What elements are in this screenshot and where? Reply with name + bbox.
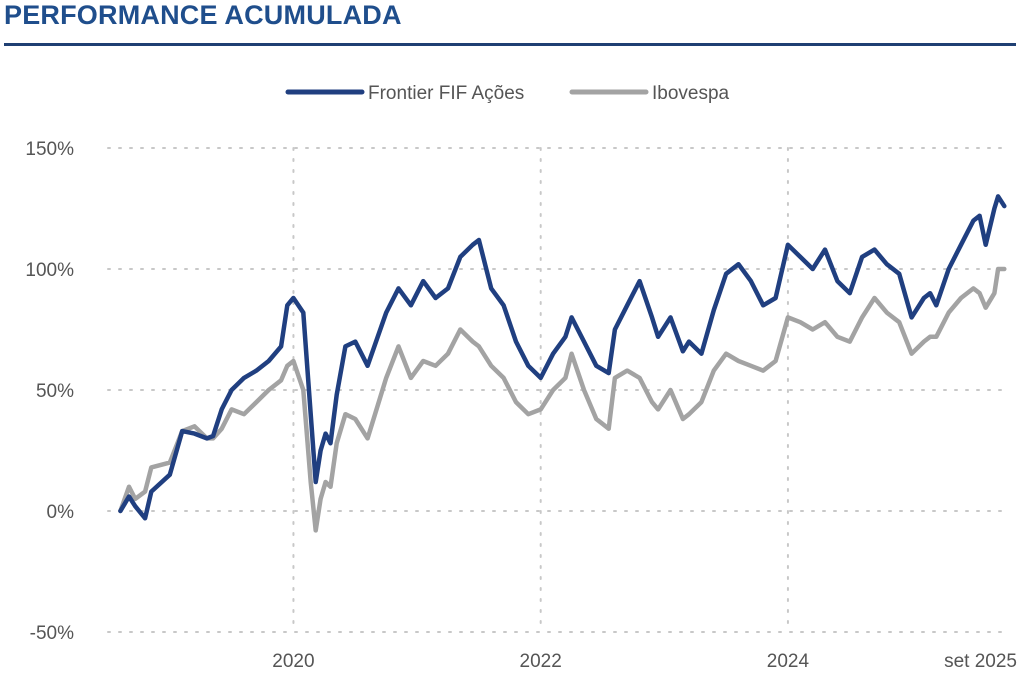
series-line-ibovespa (118, 266, 1007, 533)
y-tick-label: 50% (36, 381, 74, 402)
y-tick-label: 100% (25, 260, 74, 281)
series-line-frontier (118, 194, 1007, 521)
legend-label: Ibovespa (652, 83, 730, 104)
legend-label: Frontier FIF Ações (368, 83, 524, 104)
x-axis-labels: 2020 2022 2024 set 2025 (272, 651, 1017, 672)
page-title: PERFORMANCE ACUMULADA (4, 0, 402, 30)
x-tick-label: 2024 (767, 651, 810, 672)
x-tick-label: 2022 (520, 651, 562, 672)
legend: Frontier FIF Ações Ibovespa (285, 83, 730, 104)
y-tick-label: 150% (25, 139, 74, 160)
x-tick-label: 2020 (272, 651, 314, 672)
series-lines (118, 194, 1007, 533)
y-tick-label: -50% (30, 623, 74, 644)
y-axis-labels: 150% 100% 50% 0% -50% (25, 139, 74, 644)
grid-lines (107, 147, 1009, 633)
x-tick-label: set 2025 (944, 651, 1017, 672)
y-tick-label: 0% (47, 502, 75, 523)
title-underline (4, 43, 1016, 46)
